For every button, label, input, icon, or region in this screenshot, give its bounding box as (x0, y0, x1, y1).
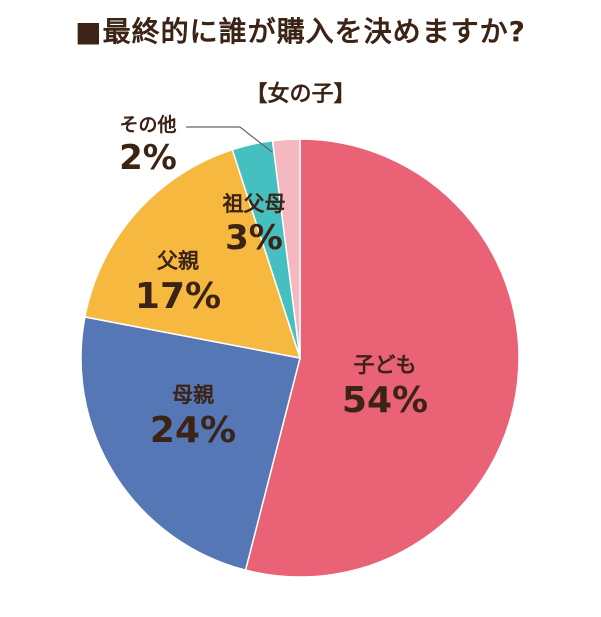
chart-subtitle: 【女の子】 (245, 82, 356, 107)
slice-value-1: 54% (342, 380, 428, 421)
slice-value-4: 3% (225, 218, 283, 258)
pie-slice-2 (80, 316, 301, 572)
leader-line (186, 126, 273, 153)
slice-value-3: 17% (135, 276, 221, 317)
slice-label-1: 子ども (354, 353, 417, 377)
pie-slices (80, 138, 520, 578)
slice-label-4: 祖父母 (222, 192, 286, 216)
slice-label-5: その他 (119, 113, 176, 136)
chart-title: ■最終的に誰が購入を決めますか? (75, 15, 526, 48)
slice-value-5: 2% (119, 138, 177, 178)
slice-label-3: 父親 (157, 249, 199, 273)
pie-slice-5 (271, 138, 301, 359)
slice-value-2: 24% (150, 410, 236, 451)
pie-slice-3 (84, 148, 302, 359)
slice-label-2: 母親 (172, 383, 214, 407)
pie-slice-1 (244, 138, 520, 578)
